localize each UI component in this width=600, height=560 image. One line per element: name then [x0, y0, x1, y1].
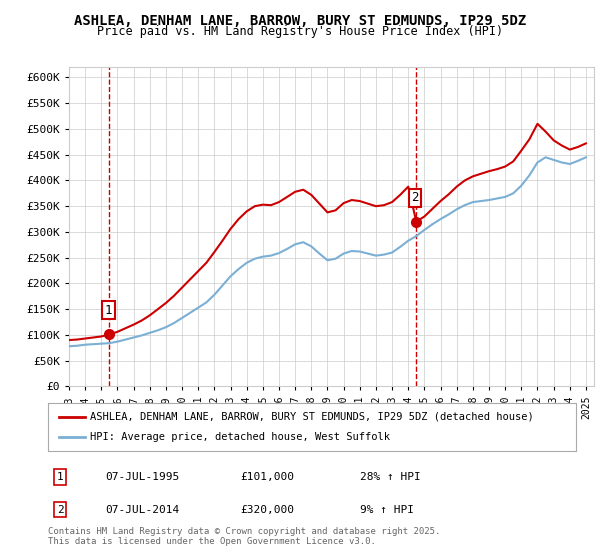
Text: 2: 2	[412, 191, 419, 204]
Text: £101,000: £101,000	[240, 472, 294, 482]
Text: 07-JUL-1995: 07-JUL-1995	[105, 472, 179, 482]
Text: 9% ↑ HPI: 9% ↑ HPI	[360, 505, 414, 515]
Text: 2: 2	[56, 505, 64, 515]
Text: 1: 1	[104, 304, 112, 317]
Text: HPI: Average price, detached house, West Suffolk: HPI: Average price, detached house, West…	[90, 432, 390, 442]
Text: 1: 1	[56, 472, 64, 482]
Text: £320,000: £320,000	[240, 505, 294, 515]
Text: Price paid vs. HM Land Registry's House Price Index (HPI): Price paid vs. HM Land Registry's House …	[97, 25, 503, 38]
Text: ASHLEA, DENHAM LANE, BARROW, BURY ST EDMUNDS, IP29 5DZ (detached house): ASHLEA, DENHAM LANE, BARROW, BURY ST EDM…	[90, 412, 534, 422]
Text: 28% ↑ HPI: 28% ↑ HPI	[360, 472, 421, 482]
Text: Contains HM Land Registry data © Crown copyright and database right 2025.
This d: Contains HM Land Registry data © Crown c…	[48, 526, 440, 546]
Text: ASHLEA, DENHAM LANE, BARROW, BURY ST EDMUNDS, IP29 5DZ: ASHLEA, DENHAM LANE, BARROW, BURY ST EDM…	[74, 14, 526, 28]
Text: 07-JUL-2014: 07-JUL-2014	[105, 505, 179, 515]
